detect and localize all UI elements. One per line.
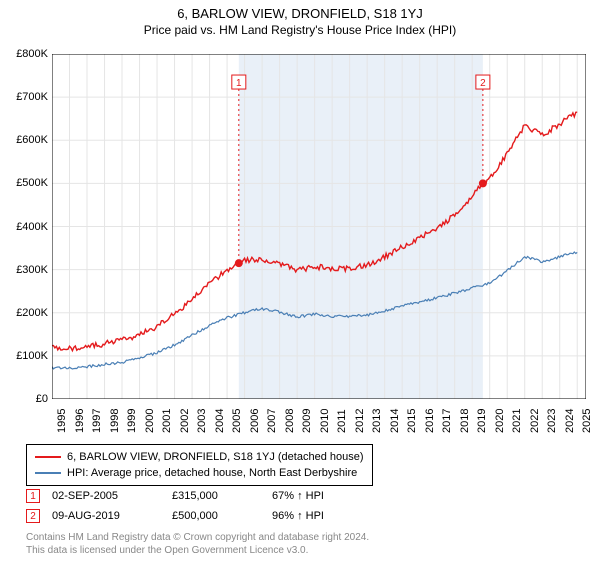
x-tick-label: 2003 (196, 409, 208, 433)
chart-title: 6, BARLOW VIEW, DRONFIELD, S18 1YJ (0, 6, 600, 21)
x-tick-label: 2012 (354, 409, 366, 433)
sale-date: 02-SEP-2005 (52, 490, 172, 502)
y-tick-label: £300K (4, 264, 48, 276)
footer-line-2: This data is licensed under the Open Gov… (26, 544, 369, 557)
x-tick-label: 2020 (494, 409, 506, 433)
y-tick-label: £0 (4, 393, 48, 405)
sale-date: 09-AUG-2019 (52, 510, 172, 522)
legend-item: HPI: Average price, detached house, Nort… (35, 465, 364, 481)
x-tick-label: 2002 (179, 409, 191, 433)
x-tick-label: 2008 (284, 409, 296, 433)
x-tick-label: 2000 (144, 409, 156, 433)
legend-item: 6, BARLOW VIEW, DRONFIELD, S18 1YJ (deta… (35, 449, 364, 465)
x-tick-label: 2016 (424, 409, 436, 433)
x-tick-label: 2017 (441, 409, 453, 433)
x-tick-label: 2001 (161, 409, 173, 433)
x-tick-label: 1996 (74, 409, 86, 433)
y-tick-label: £400K (4, 221, 48, 233)
x-tick-label: 2018 (459, 409, 471, 433)
chart-container: 6, BARLOW VIEW, DRONFIELD, S18 1YJ Price… (0, 6, 600, 566)
x-tick-label: 2010 (319, 409, 331, 433)
sale-marker-badge: 1 (26, 489, 40, 503)
x-tick-label: 2025 (581, 409, 593, 433)
x-tick-label: 2024 (564, 409, 576, 433)
x-tick-label: 2007 (266, 409, 278, 433)
x-tick-label: 1997 (91, 409, 103, 433)
sale-price: £500,000 (172, 510, 272, 522)
x-tick-label: 2019 (476, 409, 488, 433)
chart-area: 12 (52, 54, 586, 399)
x-tick-label: 2009 (301, 409, 313, 433)
x-tick-label: 2023 (546, 409, 558, 433)
svg-text:1: 1 (236, 78, 242, 89)
svg-text:2: 2 (480, 78, 486, 89)
x-tick-label: 2013 (371, 409, 383, 433)
sale-marker-badge: 2 (26, 509, 40, 523)
x-tick-label: 2015 (406, 409, 418, 433)
footer-line-1: Contains HM Land Registry data © Crown c… (26, 531, 369, 544)
x-tick-label: 2014 (389, 409, 401, 433)
x-tick-label: 2021 (511, 409, 523, 433)
legend-label: HPI: Average price, detached house, Nort… (67, 467, 357, 479)
legend-box: 6, BARLOW VIEW, DRONFIELD, S18 1YJ (deta… (26, 444, 373, 486)
x-tick-label: 2011 (336, 409, 348, 433)
x-tick-label: 2004 (214, 409, 226, 433)
footer-attribution: Contains HM Land Registry data © Crown c… (26, 531, 369, 557)
sale-price: £315,000 (172, 490, 272, 502)
y-tick-label: £100K (4, 350, 48, 362)
x-tick-label: 1999 (126, 409, 138, 433)
legend-swatch (35, 456, 61, 458)
y-tick-label: £500K (4, 177, 48, 189)
x-tick-label: 1998 (109, 409, 121, 433)
x-tick-label: 2006 (249, 409, 261, 433)
sale-markers-table: 1 02-SEP-2005£315,00067% ↑ HPI 2 09-AUG-201… (26, 486, 382, 526)
x-tick-label: 2005 (231, 409, 243, 433)
sale-marker-row: 2 09-AUG-2019£500,00096% ↑ HPI (26, 506, 382, 526)
y-tick-label: £800K (4, 48, 48, 60)
sale-marker-row: 1 02-SEP-2005£315,00067% ↑ HPI (26, 486, 382, 506)
x-tick-label: 2022 (529, 409, 541, 433)
x-tick-label: 1995 (56, 409, 68, 433)
sale-pct-hpi: 67% ↑ HPI (272, 490, 382, 502)
sale-pct-hpi: 96% ↑ HPI (272, 510, 382, 522)
y-tick-label: £700K (4, 91, 48, 103)
chart-subtitle: Price paid vs. HM Land Registry's House … (0, 23, 600, 37)
chart-svg: 12 (52, 54, 586, 399)
y-tick-label: £600K (4, 134, 48, 146)
y-tick-label: £200K (4, 307, 48, 319)
legend-label: 6, BARLOW VIEW, DRONFIELD, S18 1YJ (deta… (67, 451, 364, 463)
legend-swatch (35, 472, 61, 474)
